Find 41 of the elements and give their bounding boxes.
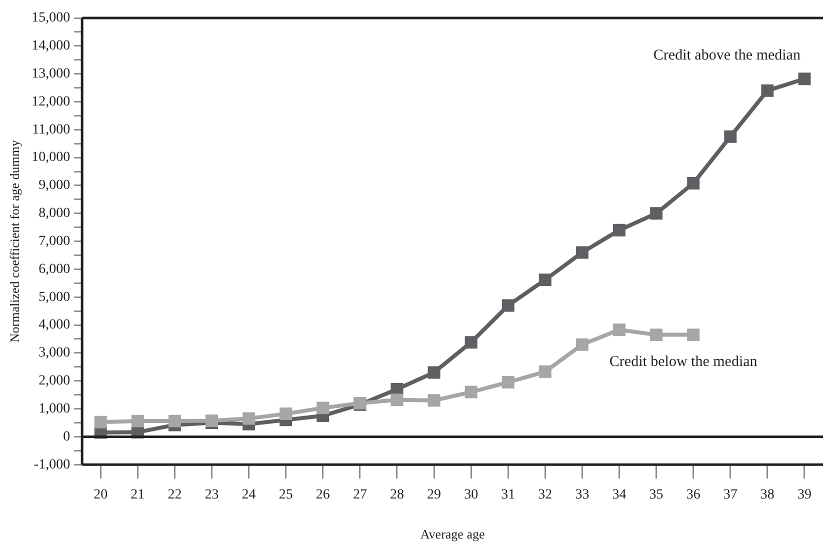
y-tick-label: 9,000 [38, 178, 70, 194]
y-tick-label: 12,000 [32, 94, 70, 110]
y-tick-label: 2,000 [38, 374, 70, 389]
y-tick-label: 10,000 [32, 150, 70, 166]
y-tick-label: 4,000 [38, 318, 70, 333]
x-tick-label: 28 [390, 488, 404, 503]
series-label: Credit above the median [653, 47, 801, 64]
text: -1,000 [34, 457, 70, 472]
x-tick-label: 21 [130, 488, 145, 503]
x-tick-label: 22 [168, 488, 182, 503]
x-tick-label: 38 [760, 488, 774, 503]
x-tick-label: 33 [575, 488, 590, 503]
y-tick-label: 7,000 [38, 234, 70, 249]
y-tick-label: 14,000 [32, 38, 70, 54]
y-tick-label: 13,000 [32, 66, 70, 82]
x-tick-label: 23 [204, 488, 219, 503]
x-tick-label: 37 [723, 488, 738, 503]
y-tick-label: 1,000 [38, 401, 70, 416]
x-tick-label: 39 [797, 488, 812, 503]
x-tick-label: 24 [242, 488, 256, 503]
y-tick-label: 3,000 [38, 346, 70, 361]
x-tick-label: 25 [278, 488, 293, 503]
x-tick-label: 30 [464, 488, 478, 503]
x-tick-label: 34 [612, 488, 626, 503]
y-tick-label: 5,000 [38, 290, 70, 305]
x-tick-label: 31 [501, 488, 516, 503]
y-axis-title: Normalized coefficient for age dummy [7, 139, 22, 343]
y-tick-label: 15,000 [32, 10, 70, 26]
x-tick-label: 26 [316, 488, 330, 503]
x-tick-label: 27 [352, 488, 367, 503]
y-tick-label: 6,000 [38, 262, 70, 277]
y-tick-label: 8,000 [38, 206, 70, 222]
x-axis-title: Average age [420, 526, 485, 542]
x-tick-label: 32 [538, 488, 552, 503]
x-tick-label: 35 [649, 488, 664, 503]
x-tick-label: 20 [94, 488, 108, 503]
y-tick-label: 11,000 [32, 122, 70, 138]
y-tick-label: 0 [63, 429, 70, 444]
series-label: Credit below the median [609, 354, 758, 370]
x-tick-label: 36 [686, 488, 700, 503]
x-tick-label: 29 [427, 488, 442, 503]
